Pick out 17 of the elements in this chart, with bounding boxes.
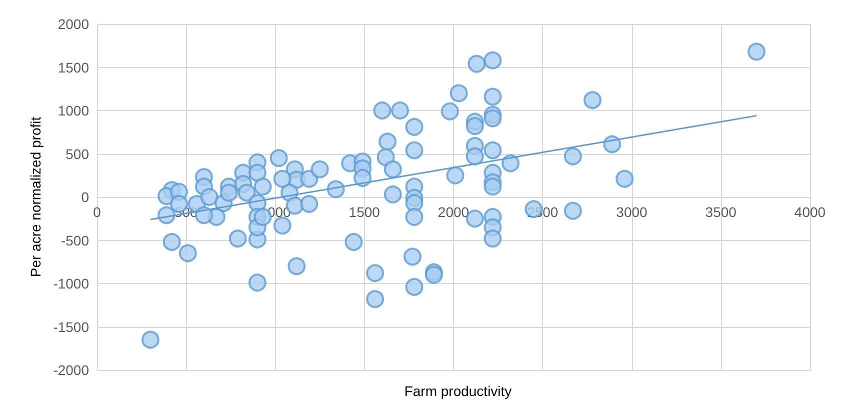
x-tick-label: 0 xyxy=(93,204,102,220)
x-tick-label: 2000 xyxy=(438,204,470,220)
y-tick-label: -500 xyxy=(60,232,90,248)
y-tick-label: 2000 xyxy=(58,16,90,32)
y-tick-label: -2000 xyxy=(53,362,90,378)
x-tick-label: 4000 xyxy=(794,204,826,220)
y-tick-label: -1500 xyxy=(53,318,90,335)
x-axis-title: Farm productivity xyxy=(404,383,512,399)
x-tick-label: 3000 xyxy=(616,204,648,220)
x-tick-label: 1500 xyxy=(348,204,380,220)
y-tick-label: 1000 xyxy=(58,102,90,118)
y-axis-title: Per acre normalized profit xyxy=(27,116,44,278)
y-tick-label: -1000 xyxy=(53,276,90,292)
y-tick-label: 500 xyxy=(66,146,90,162)
y-tick-label: 1500 xyxy=(58,59,90,76)
x-tick-label: 3500 xyxy=(705,204,737,220)
y-tick-label: 0 xyxy=(81,189,90,205)
